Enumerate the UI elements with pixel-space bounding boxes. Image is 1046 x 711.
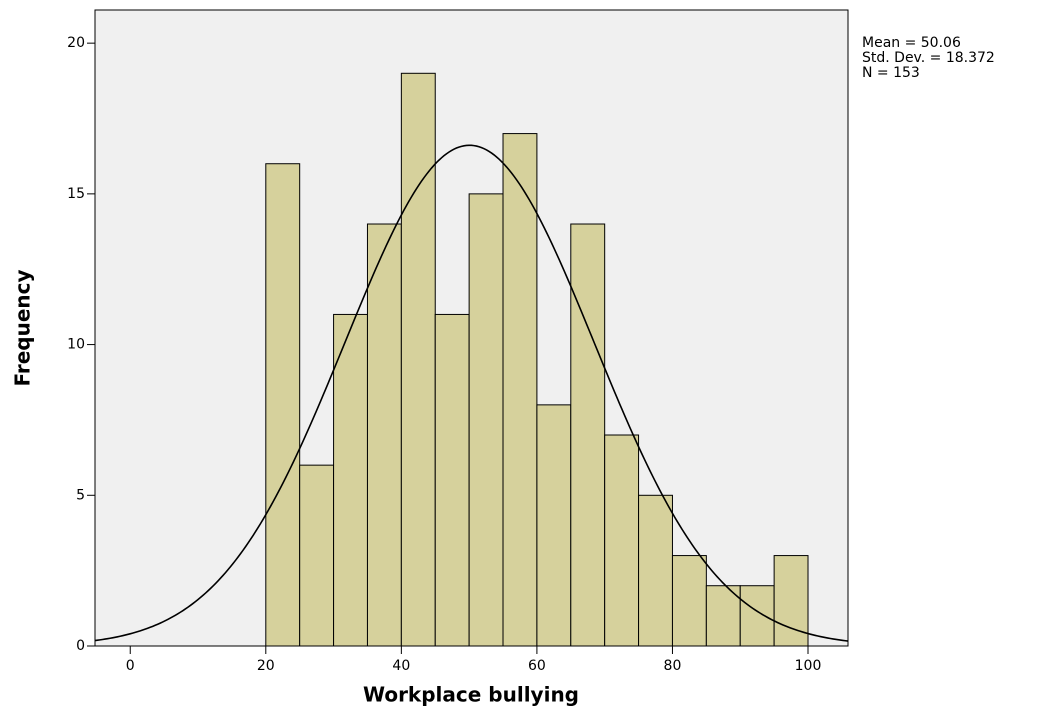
y-tick-label: 15 [67, 186, 85, 202]
normal-curve [94, 144, 849, 642]
bar [604, 434, 640, 647]
x-tick-label: 40 [392, 658, 410, 674]
bar [671, 555, 707, 647]
y-tick-label: 0 [76, 638, 85, 654]
stat-n: N = 153 [862, 65, 920, 81]
y-tick-label: 10 [67, 337, 85, 353]
bar [299, 464, 335, 647]
x-tick-label: 80 [664, 658, 682, 674]
bar [502, 133, 538, 647]
stat-std-dev: Std. Dev. = 18.372 [862, 50, 995, 66]
y-tick-label: 20 [67, 35, 85, 51]
x-tick-label: 0 [126, 658, 135, 674]
y-axis-title: Frequency [11, 269, 35, 386]
x-tick-label: 20 [257, 658, 275, 674]
bar [366, 223, 402, 647]
bar [773, 555, 809, 647]
bar [739, 585, 775, 647]
bar [400, 72, 436, 647]
bar [434, 313, 470, 647]
bar [333, 313, 368, 647]
bar [468, 193, 504, 647]
bar [536, 404, 572, 647]
bar [265, 163, 301, 647]
x-tick-label: 100 [795, 658, 822, 674]
bar [638, 494, 673, 647]
stat-mean: Mean = 50.06 [862, 35, 961, 51]
bar [570, 223, 606, 647]
x-axis-title: Workplace bullying [363, 683, 579, 707]
y-tick-label: 5 [76, 487, 85, 503]
bar [705, 585, 741, 647]
x-tick-label: 60 [528, 658, 546, 674]
